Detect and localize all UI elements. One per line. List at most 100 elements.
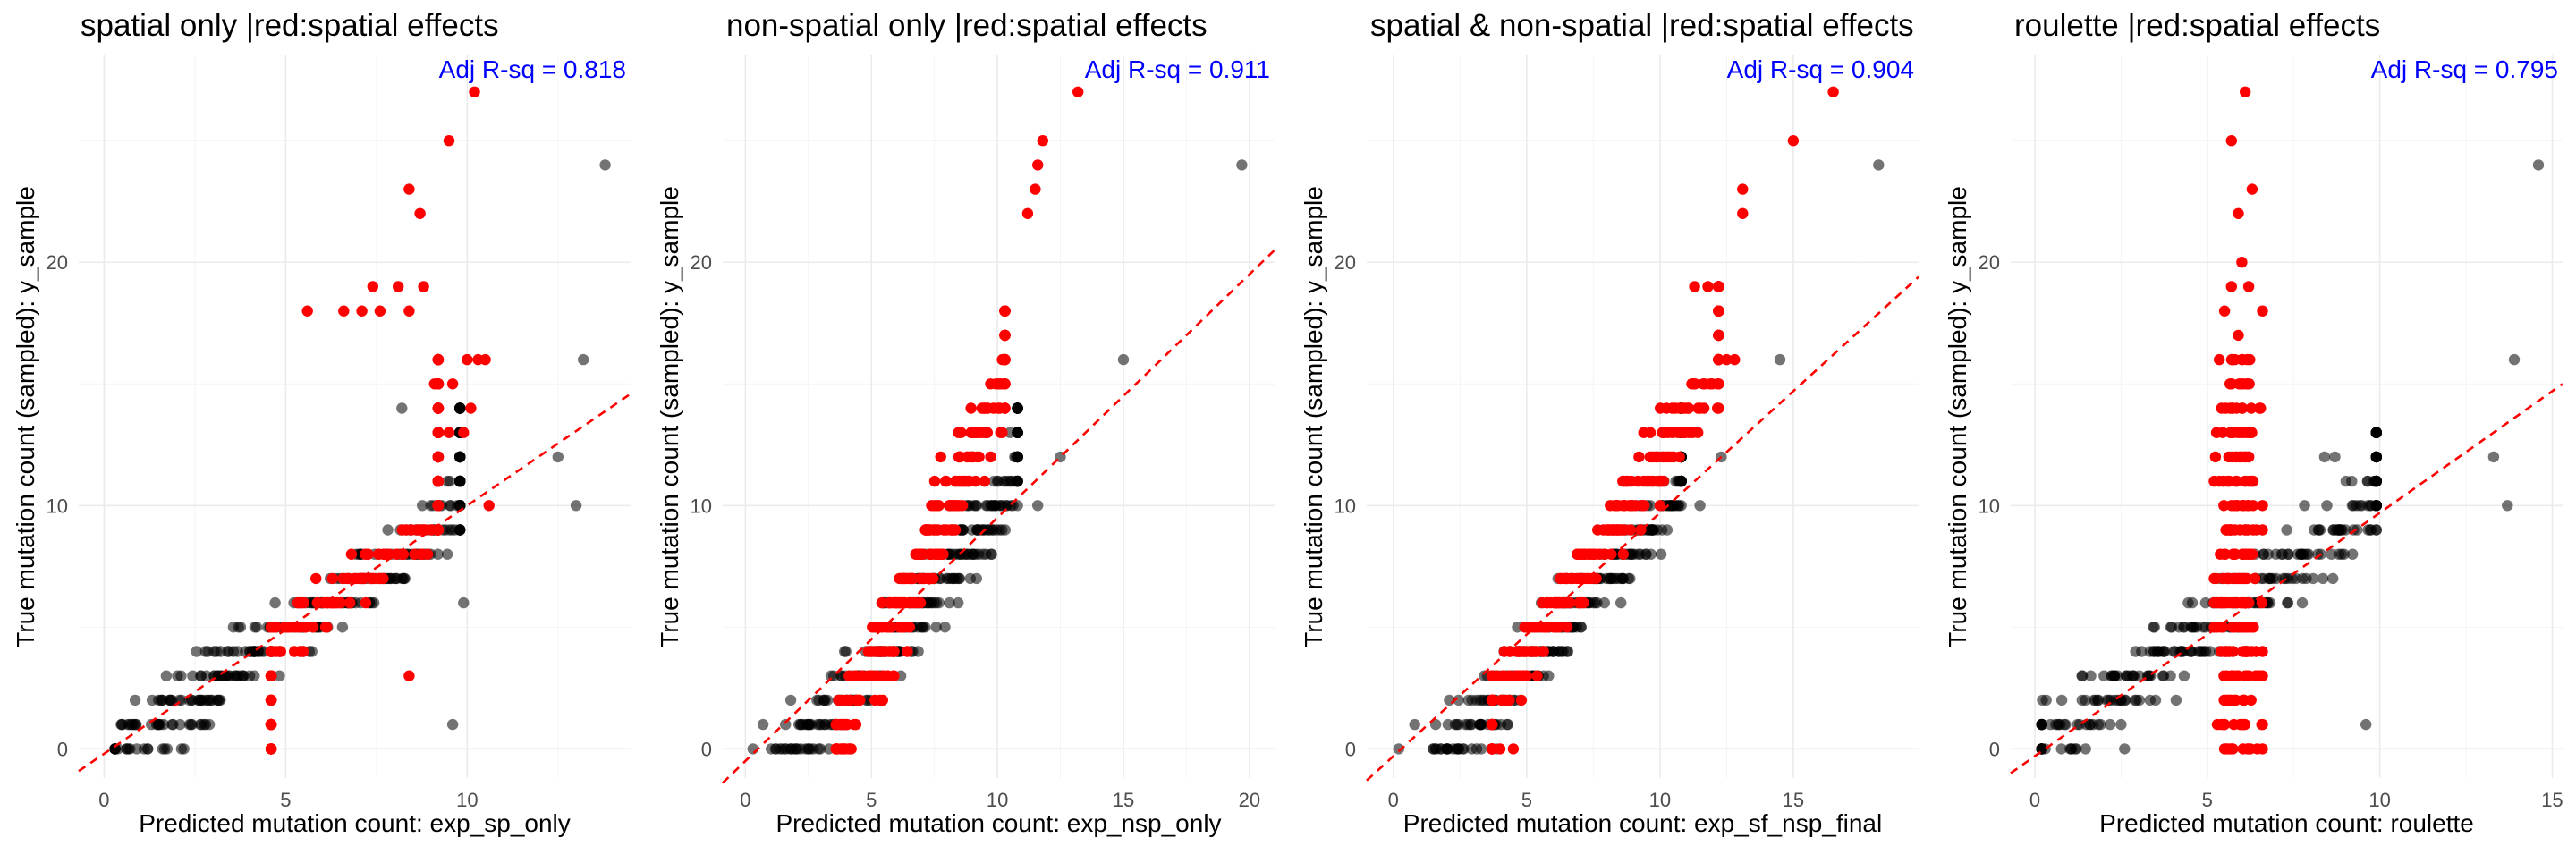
data-point-black bbox=[1429, 718, 1442, 731]
data-point-red bbox=[396, 524, 408, 536]
data-point-black bbox=[2182, 596, 2194, 609]
data-point-red bbox=[1037, 135, 1049, 147]
data-point-black bbox=[780, 718, 792, 731]
data-point-red bbox=[1552, 596, 1564, 609]
x-axis-label: Predicted mutation count: exp_nsp_only bbox=[775, 809, 1221, 837]
data-point-red bbox=[999, 402, 1011, 414]
data-point-black bbox=[382, 524, 394, 536]
data-point-red bbox=[2210, 572, 2222, 585]
data-point-red bbox=[2257, 500, 2268, 512]
data-point-black bbox=[770, 743, 782, 755]
x-axis-label: Predicted mutation count: exp_sp_only bbox=[139, 809, 571, 837]
data-point-black bbox=[2080, 694, 2091, 706]
data-point-red bbox=[2243, 475, 2255, 487]
data-point-black bbox=[2532, 159, 2545, 171]
data-point-black bbox=[1495, 718, 1507, 731]
data-point-black bbox=[2360, 718, 2372, 731]
data-point-black bbox=[1012, 402, 1023, 414]
data-point-black bbox=[2115, 718, 2127, 731]
data-point-red bbox=[418, 281, 429, 292]
data-point-red bbox=[1692, 402, 1704, 414]
data-point-black bbox=[1655, 548, 1667, 560]
data-point-red bbox=[2239, 646, 2251, 657]
data-point-red bbox=[1646, 451, 1658, 463]
data-point-red bbox=[850, 718, 862, 731]
data-point-red bbox=[409, 548, 420, 560]
data-point-black bbox=[2105, 694, 2116, 706]
panel-title: non-spatial only |red:spatial effects bbox=[726, 8, 1208, 43]
data-point-red bbox=[2240, 451, 2252, 463]
data-point-black bbox=[2085, 670, 2097, 681]
data-point-red bbox=[1561, 622, 1573, 633]
data-point-red bbox=[979, 402, 990, 414]
data-point-black bbox=[818, 694, 829, 706]
data-point-red bbox=[1504, 670, 1515, 681]
series-red bbox=[265, 86, 495, 755]
x-axis-label: Predicted mutation count: exp_sf_nsp_fin… bbox=[1403, 809, 1882, 837]
data-point-red bbox=[914, 596, 927, 609]
data-point-red bbox=[1622, 475, 1634, 487]
data-point-black bbox=[784, 694, 797, 706]
data-point-black bbox=[2193, 646, 2205, 657]
data-point-black bbox=[962, 548, 974, 560]
data-point-red bbox=[2240, 86, 2251, 98]
data-point-red bbox=[985, 378, 996, 390]
data-point-black bbox=[2109, 670, 2121, 681]
data-point-red bbox=[1638, 427, 1649, 438]
data-point-red bbox=[1689, 281, 1700, 292]
data-point-red bbox=[1631, 475, 1644, 487]
data-point-black bbox=[274, 670, 285, 681]
data-point-red bbox=[1021, 207, 1034, 219]
data-point-red bbox=[1697, 378, 1709, 390]
data-point-red bbox=[2214, 353, 2225, 366]
data-point-red bbox=[897, 596, 910, 609]
data-point-red bbox=[1531, 670, 1543, 681]
data-point-red bbox=[2242, 281, 2255, 292]
data-point-red bbox=[1518, 670, 1530, 681]
data-point-black bbox=[2190, 622, 2203, 633]
data-point-black bbox=[166, 718, 178, 731]
data-point-red bbox=[266, 622, 277, 633]
data-point-red bbox=[850, 670, 861, 681]
data-point-black bbox=[2080, 743, 2091, 755]
data-point-red bbox=[977, 427, 989, 438]
data-point-red bbox=[840, 718, 852, 731]
data-point-black bbox=[918, 622, 929, 633]
data-point-red bbox=[864, 670, 876, 681]
data-point-red bbox=[1486, 694, 1498, 706]
data-point-red bbox=[845, 743, 857, 755]
data-point-red bbox=[403, 670, 415, 681]
data-point-red bbox=[1713, 353, 1724, 366]
data-point-red bbox=[907, 572, 919, 585]
data-point-black bbox=[210, 646, 223, 657]
y-tick-label: 10 bbox=[47, 495, 68, 517]
data-point-black bbox=[2295, 548, 2308, 560]
data-point-black bbox=[2502, 500, 2513, 512]
x-tick-label: 10 bbox=[987, 789, 1008, 811]
data-point-red bbox=[1537, 646, 1549, 657]
data-point-black bbox=[1000, 475, 1012, 487]
data-point-red bbox=[465, 402, 477, 414]
data-point-black bbox=[2165, 622, 2177, 633]
data-point-black bbox=[1475, 718, 1487, 731]
data-point-black bbox=[2321, 500, 2333, 512]
data-point-red bbox=[2218, 548, 2231, 560]
data-point-red bbox=[2226, 402, 2238, 414]
data-point-black bbox=[2299, 500, 2310, 512]
data-point-red bbox=[1687, 427, 1699, 438]
data-point-red bbox=[2236, 402, 2249, 414]
data-point-red bbox=[1679, 427, 1691, 438]
x-tick-label: 5 bbox=[2202, 789, 2213, 811]
data-point-red bbox=[1561, 572, 1572, 585]
data-point-red bbox=[1507, 743, 1520, 755]
data-point-red bbox=[1638, 500, 1649, 512]
data-point-black bbox=[2370, 524, 2382, 536]
data-point-red bbox=[2257, 305, 2268, 317]
data-point-red bbox=[367, 281, 378, 292]
data-point-black bbox=[804, 743, 817, 755]
data-point-red bbox=[479, 353, 491, 366]
data-point-red bbox=[1702, 281, 1714, 292]
data-point-black bbox=[141, 743, 154, 755]
data-point-red bbox=[2234, 524, 2246, 536]
data-point-red bbox=[2245, 402, 2258, 414]
